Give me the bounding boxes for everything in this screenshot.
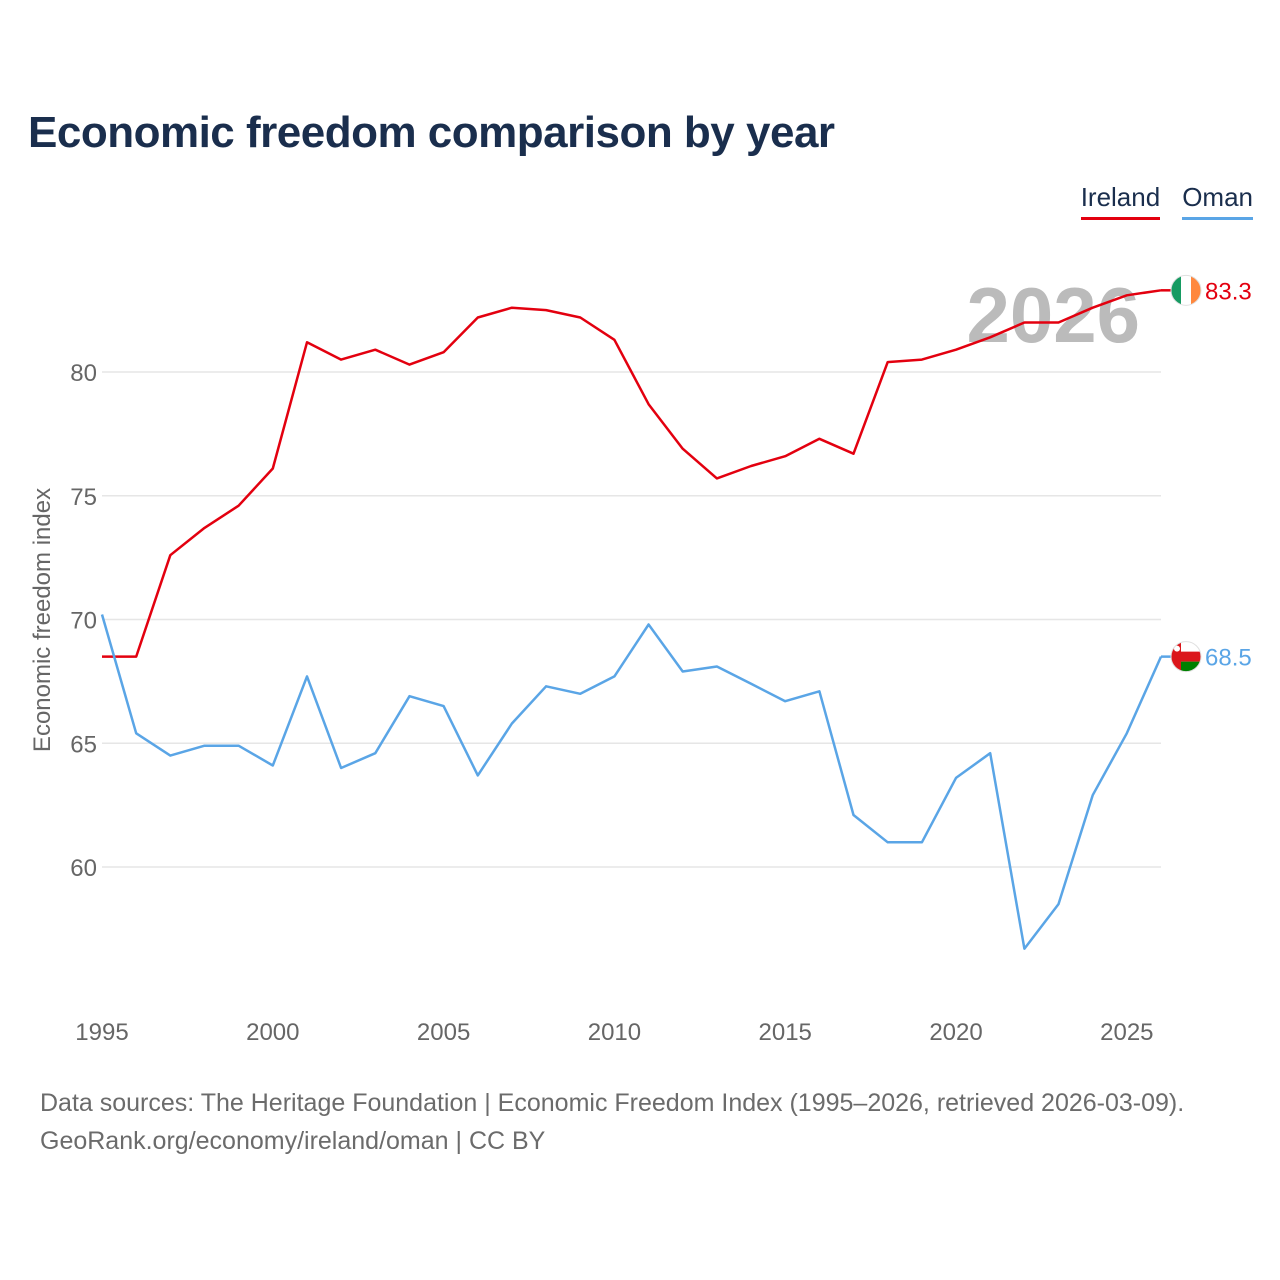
x-tick-label: 2005	[417, 1019, 470, 1046]
oman-flag-icon	[1171, 641, 1201, 672]
x-tick-label: 2025	[1100, 1019, 1153, 1046]
series-end-markers: 83.3 68.5	[1161, 274, 1252, 673]
legend-item-ireland[interactable]: Ireland	[1080, 182, 1161, 220]
current-year-watermark: 2026	[966, 271, 1140, 359]
chart-title: Economic freedom comparison by year	[28, 108, 835, 157]
x-axis-ticks: 1995 2000 2005 2010 2015 2020 2025	[75, 1019, 1153, 1046]
y-tick-label: 65	[70, 731, 97, 758]
y-tick-label: 80	[70, 360, 97, 387]
chart-footer: Data sources: The Heritage Foundation | …	[40, 1084, 1184, 1160]
x-tick-label: 2010	[588, 1019, 641, 1046]
y-axis-ticks: 60 65 70 75 80	[70, 360, 97, 882]
data-source-note: Data sources: The Heritage Foundation | …	[40, 1089, 1185, 1117]
end-value-label-ireland: 83.3	[1205, 278, 1252, 305]
chart-legend: Ireland Oman	[1080, 182, 1253, 220]
series-lines	[100, 289, 1163, 950]
y-tick-label: 60	[70, 855, 97, 882]
flag-border	[1170, 641, 1202, 673]
x-tick-label: 2015	[759, 1019, 812, 1046]
legend-item-oman[interactable]: Oman	[1182, 182, 1253, 220]
x-tick-label: 2000	[246, 1019, 299, 1046]
series-line-oman[interactable]	[100, 614, 1163, 950]
grid-lines	[102, 371, 1161, 868]
source-url-license: GeoRank.org/economy/ireland/oman | CC BY	[40, 1127, 546, 1155]
x-tick-label: 1995	[75, 1019, 128, 1046]
y-tick-label: 70	[70, 608, 97, 635]
series-line-ireland[interactable]	[102, 289, 1162, 658]
y-tick-label: 75	[70, 484, 97, 511]
flag-border	[1170, 274, 1202, 306]
y-axis-label: Economic freedom index	[29, 488, 56, 752]
end-value-label-oman: 68.5	[1205, 645, 1252, 672]
x-tick-label: 2020	[929, 1019, 982, 1046]
ireland-flag-icon	[1171, 275, 1201, 306]
